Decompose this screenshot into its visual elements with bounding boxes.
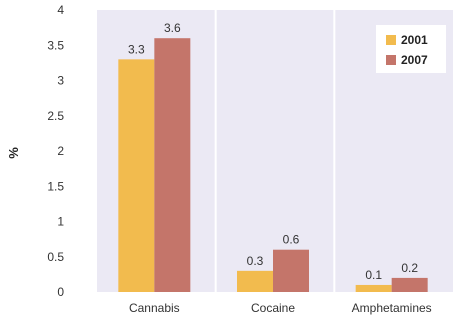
bar-2001-amphetamines — [355, 284, 392, 292]
bar-2001-cannabis — [118, 59, 155, 292]
y-tick-label: 2.5 — [47, 109, 64, 123]
data-label: 0.3 — [247, 254, 264, 268]
x-axis-categories: Cannabis Cocaine Amphetamines — [129, 301, 432, 315]
y-tick-label: 4 — [57, 3, 64, 17]
legend-swatch-2007 — [386, 55, 396, 65]
x-category-label: Amphetamines — [352, 301, 432, 315]
data-label: 0.6 — [283, 233, 300, 247]
bar-2007-cocaine — [273, 249, 309, 292]
bar-2007-amphetamines — [391, 277, 428, 292]
y-tick-label: 1.5 — [47, 179, 64, 193]
data-label: 0.2 — [401, 261, 418, 275]
legend: 2001 2007 — [376, 25, 446, 73]
y-tick-label: 1 — [57, 215, 64, 229]
y-axis-label: % — [6, 147, 21, 159]
y-tick-label: 3.5 — [47, 38, 64, 52]
legend-label-2007: 2007 — [401, 53, 428, 67]
y-tick-label: 3 — [57, 74, 64, 88]
data-label: 3.6 — [164, 21, 181, 35]
y-tick-label: 0.5 — [47, 250, 64, 264]
data-label: 3.3 — [128, 42, 145, 56]
legend-swatch-2001 — [386, 35, 396, 45]
bar-2007-cannabis — [154, 38, 191, 293]
bar-2001-cocaine — [237, 270, 273, 292]
y-axis-ticks: 0 0.5 1 1.5 2 2.5 3 3.5 4 — [47, 3, 64, 299]
legend-label-2001: 2001 — [401, 33, 428, 47]
x-category-label: Cannabis — [129, 301, 180, 315]
x-category-label: Cocaine — [251, 301, 295, 315]
data-labels: 3.3 3.6 0.3 0.6 0.1 0.2 — [128, 21, 418, 282]
y-tick-label: 0 — [57, 285, 64, 299]
y-tick-label: 2 — [57, 144, 64, 158]
bars — [118, 10, 428, 293]
data-label: 0.1 — [365, 268, 382, 282]
